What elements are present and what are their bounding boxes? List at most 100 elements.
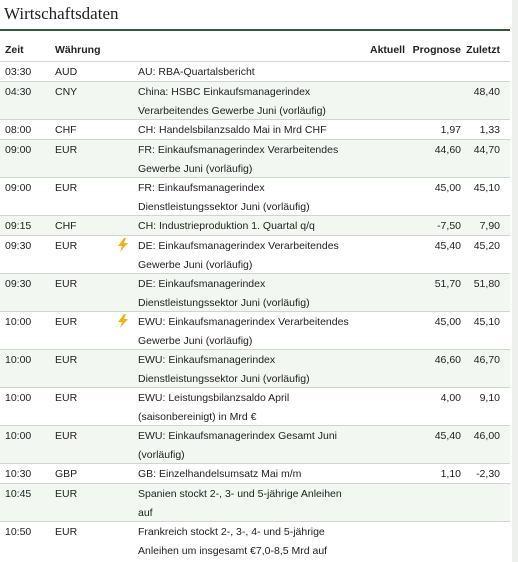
table-row[interactable]: 09:00 EUR FR: Einkaufsmanagerindex Verarbe… <box>0 139 510 177</box>
table-row[interactable]: 09:15 CHF CH: Industrieproduktion 1. Quart… <box>0 215 510 235</box>
row-event: CH: Industrieproduktion 1. Quartal q/q <box>138 217 368 236</box>
row-event-line2: Dienstleistungssektor Juni (vorläufig) <box>138 297 310 309</box>
table-row[interactable]: 10:00 EUR EWU: Einkaufsmanagerindex Gesamt… <box>0 425 510 463</box>
row-forecast: 1,10 <box>440 468 461 480</box>
row-event: Spanien stockt 2-, 3- und 5-jährige Anle… <box>138 485 368 523</box>
table-row[interactable]: 10:00 EUR EWU: Einkaufsmanagerindex Dienstl… <box>0 349 510 387</box>
row-last: 7,90 <box>479 220 500 232</box>
row-currency: EUR <box>55 144 78 156</box>
row-forecast: -7,50 <box>437 220 461 232</box>
row-event-line1: Frankreich stockt 2-, 3-, 4- und 5-jähri… <box>138 526 325 538</box>
lightning-icon <box>115 237 131 253</box>
row-event-line2: Dienstleistungssektor Juni (vorläufig) <box>138 201 310 213</box>
row-time: 09:00 <box>5 144 32 156</box>
row-currency: CHF <box>55 220 77 232</box>
row-event-line2: Anleihen um insgesamt €7,0-8,5 Mrd auf <box>138 545 328 557</box>
row-forecast: 45,40 <box>434 240 461 252</box>
row-forecast: 45,00 <box>434 316 461 328</box>
row-currency: GBP <box>55 468 78 480</box>
row-time: 04:30 <box>5 86 32 98</box>
row-currency: AUD <box>55 66 78 78</box>
table-row[interactable]: 10:30 GBP GB: Einzelhandelsumsatz Mai m/m 1… <box>0 463 510 483</box>
row-time: 09:15 <box>5 220 32 232</box>
row-last: 48,40 <box>473 86 500 98</box>
row-last: 46,70 <box>473 354 500 366</box>
table-row[interactable]: 03:30 AUD AU: RBA-Quartalsbericht <box>0 61 510 81</box>
row-event-line2: Dienstleistungssektor Juni (vorläufig) <box>138 373 310 385</box>
row-event-line2: (saisonbereinigt) in Mrd € <box>138 411 257 423</box>
row-time: 09:30 <box>5 240 32 252</box>
row-currency: EUR <box>55 392 78 404</box>
row-forecast: 45,40 <box>434 430 461 442</box>
row-time: 09:00 <box>5 182 32 194</box>
row-last: 45,10 <box>473 316 500 328</box>
row-forecast: 51,70 <box>434 278 461 290</box>
row-event-line1: FR: Einkaufsmanagerindex <box>138 182 265 194</box>
row-event-line2: auf <box>138 507 153 519</box>
row-event: FR: Einkaufsmanagerindex Dienstleistungss… <box>138 179 368 217</box>
row-event: FR: Einkaufsmanagerindex Verarbeitendes G… <box>138 141 368 179</box>
row-currency: EUR <box>55 488 78 500</box>
column-header-time: Zeit <box>5 44 24 56</box>
table-row[interactable]: 10:00 EUR EWU: Einkaufsmanagerindex Verarb… <box>0 311 510 349</box>
table-row[interactable]: 10:45 EUR Spanien stockt 2-, 3- und 5-jähr… <box>0 483 510 521</box>
row-event: EWU: Einkaufsmanagerindex Gesamt Juni (vo… <box>138 427 368 465</box>
row-event: DE: Einkaufsmanagerindex Dienstleistungss… <box>138 275 368 313</box>
column-header-forecast: Prognose <box>412 44 461 56</box>
row-event-line1: EWU: Leistungsbilanzsaldo April <box>138 392 290 404</box>
row-event-line2: Gewerbe Juni (vorläufig) <box>138 163 253 175</box>
row-event-line1: China: HSBC Einkaufsmanagerindex <box>138 86 311 98</box>
row-time: 10:00 <box>5 316 32 328</box>
row-forecast: 46,60 <box>434 354 461 366</box>
lightning-icon <box>115 313 131 329</box>
row-currency: EUR <box>55 316 78 328</box>
table-row[interactable]: 04:30 CNY China: HSBC Einkaufsmanagerindex… <box>0 81 510 119</box>
page-title: Wirtschaftsdaten <box>4 4 119 23</box>
row-forecast: 44,60 <box>434 144 461 156</box>
row-last: 45,20 <box>473 240 500 252</box>
row-event: EWU: Leistungsbilanzsaldo April (saisonbe… <box>138 389 368 427</box>
row-event-line1: GB: Einzelhandelsumsatz Mai m/m <box>138 468 302 480</box>
row-last: -2,30 <box>476 468 500 480</box>
column-header-currency: Währung <box>55 44 101 56</box>
title-divider <box>0 29 510 31</box>
row-currency: EUR <box>55 278 78 290</box>
row-time: 10:30 <box>5 468 32 480</box>
row-event-line1: AU: RBA-Quartalsbericht <box>138 66 255 78</box>
row-event-line1: Spanien stockt 2-, 3- und 5-jährige Anle… <box>138 488 342 500</box>
row-time: 10:50 <box>5 526 32 538</box>
row-event: Frankreich stockt 2-, 3-, 4- und 5-jähri… <box>138 523 368 561</box>
row-forecast: 4,00 <box>440 392 461 404</box>
table-row[interactable]: 08:00 CHF CH: Handelsbilanzsaldo Mai in Mr… <box>0 119 510 139</box>
column-header-actual: Aktuell <box>369 44 405 56</box>
row-event-line2: Gewerbe Juni (vorläufig) <box>138 259 253 271</box>
row-currency: EUR <box>55 354 78 366</box>
table-row[interactable]: 10:00 EUR EWU: Leistungsbilanzsaldo April (… <box>0 387 510 425</box>
row-time: 09:30 <box>5 278 32 290</box>
row-event-line2: (vorläufig) <box>138 449 185 461</box>
table-header: Zeit Währung Aktuell Prognose Zuletzt <box>0 40 510 60</box>
scrollbar[interactable] <box>512 0 518 562</box>
row-event-line2: Gewerbe Juni (vorläufig) <box>138 335 253 347</box>
row-event-line1: CH: Industrieproduktion 1. Quartal q/q <box>138 220 315 232</box>
table-row[interactable]: 09:30 EUR DE: Einkaufsmanagerindex Dienstle… <box>0 273 510 311</box>
row-currency: EUR <box>55 526 78 538</box>
row-event-line2: Verarbeitendes Gewerbe Juni (vorläufig) <box>138 105 326 117</box>
row-last: 44,70 <box>473 144 500 156</box>
row-time: 03:30 <box>5 66 32 78</box>
table-row[interactable]: 09:30 EUR DE: Einkaufsmanagerindex Verarbe… <box>0 235 510 273</box>
row-event: China: HSBC Einkaufsmanagerindex Verarbei… <box>138 83 368 121</box>
table-row[interactable]: 10:50 EUR Frankreich stockt 2-, 3-, 4- und… <box>0 521 510 559</box>
row-currency: EUR <box>55 240 78 252</box>
row-event: EWU: Einkaufsmanagerindex Verarbeitendes… <box>138 313 368 351</box>
table-row[interactable]: 09:00 EUR FR: Einkaufsmanagerindex Dienstle… <box>0 177 510 215</box>
row-time: 10:45 <box>5 488 32 500</box>
row-last: 1,33 <box>479 124 500 136</box>
row-time: 10:00 <box>5 430 32 442</box>
row-last: 9,10 <box>479 392 500 404</box>
row-event: CH: Handelsbilanzsaldo Mai in Mrd CHF <box>138 121 368 140</box>
row-event-line1: EWU: Einkaufsmanagerindex Verarbeitendes <box>138 316 349 328</box>
row-event: DE: Einkaufsmanagerindex Verarbeitendes G… <box>138 237 368 275</box>
row-currency: CNY <box>55 86 78 98</box>
row-last: 46,00 <box>473 430 500 442</box>
